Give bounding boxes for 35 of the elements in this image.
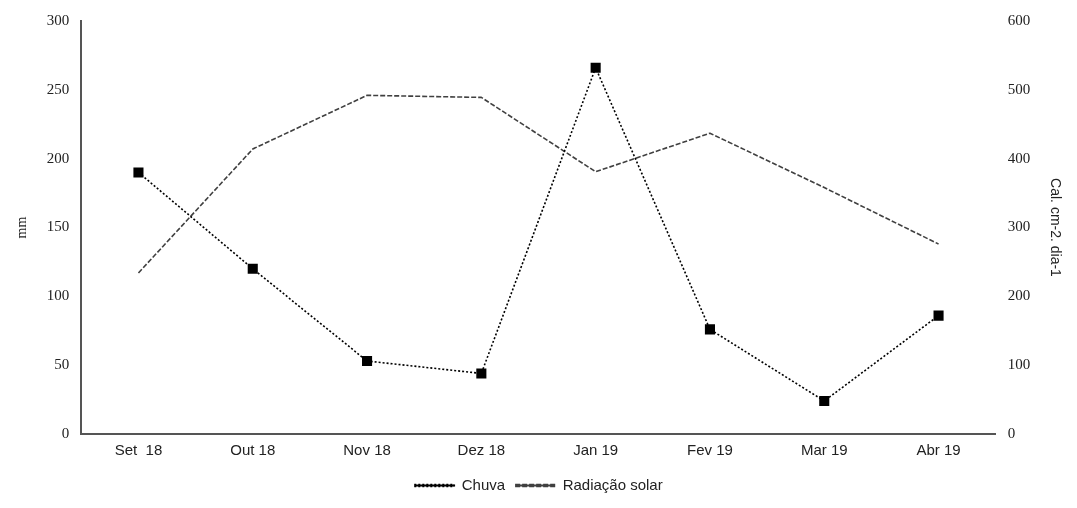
y-tick-label: 200: [46, 149, 70, 166]
x-tick-label: Nov 18: [343, 441, 391, 459]
y-tick-label: 250: [46, 80, 70, 97]
x-tick-label: Fev 19: [687, 441, 733, 459]
y-tick-label: 50: [54, 356, 70, 373]
point: [247, 263, 258, 274]
x-tick-label: Dez 18: [457, 441, 506, 459]
y2-tick-label: 200: [1007, 287, 1031, 304]
y-tick-label: 300: [46, 11, 70, 28]
y-axis-title: mm: [14, 216, 30, 239]
point: [362, 355, 373, 367]
x-tick-label: Set 18: [114, 441, 163, 459]
y2-tick-label: 400: [1007, 149, 1031, 166]
legend-label: Chuva: [461, 475, 506, 493]
y2-tick-label: 0: [1007, 424, 1016, 441]
y2-tick-label: 100: [1007, 356, 1031, 373]
y2-tick-label: 600: [1007, 11, 1031, 28]
x-tick-label: Mar 19: [800, 441, 848, 459]
legend-label: Radiação solar: [562, 475, 663, 493]
x-tick-label: Jan 19: [573, 441, 619, 459]
point: [590, 62, 601, 73]
point: [933, 310, 944, 321]
point: [133, 167, 144, 178]
y-tick-label: 0: [61, 424, 70, 441]
point: [819, 395, 830, 406]
y-tick-label: 100: [46, 287, 70, 304]
point: [704, 324, 715, 335]
y-tick-label: 150: [46, 218, 70, 235]
y2-tick-label: 500: [1007, 80, 1031, 97]
y2-axis-title: Cal. cm-2. dia-1: [1047, 178, 1064, 278]
x-tick-label: Out 18: [230, 441, 276, 459]
point: [476, 368, 487, 379]
y2-tick-label: 300: [1007, 218, 1031, 235]
x-tick-label: Abr 19: [916, 441, 961, 459]
line-series: [137, 94, 940, 274]
